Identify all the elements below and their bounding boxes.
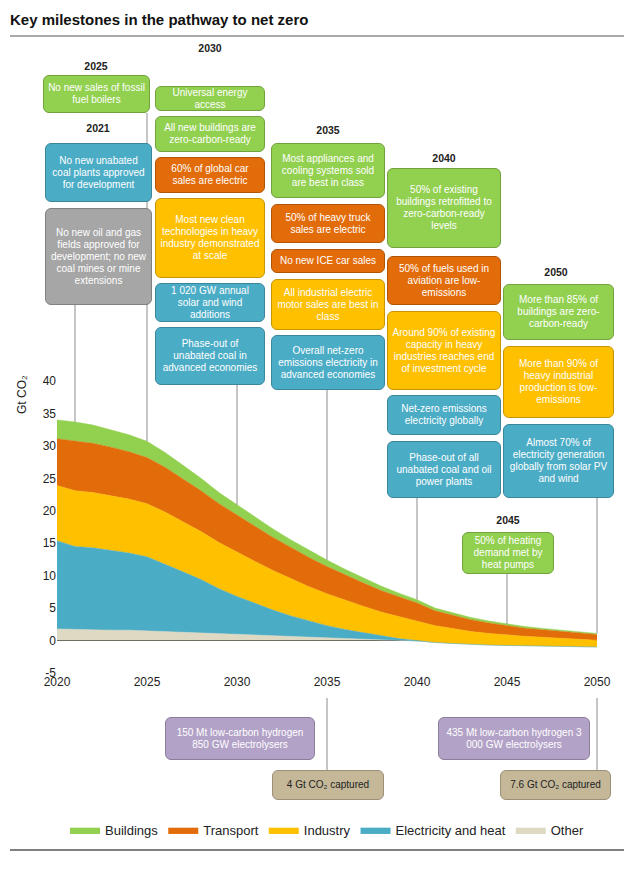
html-text:435 Mt low-carbon hydrogen 3 0: 435 Mt low-carbon hydrogen 3 000 GW elec… <box>446 726 582 750</box>
svg-text:2030: 2030 <box>224 675 251 689</box>
html-text:2030: 2030 <box>198 42 222 54</box>
svg-text:2020: 2020 <box>44 675 71 689</box>
svg-text:2035: 2035 <box>314 675 341 689</box>
html-text:Around 90% of existing capacit: Around 90% of existing capacity in heavy… <box>392 326 496 374</box>
svg-text:2045: 2045 <box>494 675 521 689</box>
html-text:2035: 2035 <box>316 124 340 136</box>
svg-text:10: 10 <box>43 569 57 583</box>
svg-text:Electricity and heat: Electricity and heat <box>396 823 506 838</box>
svg-text:35: 35 <box>43 407 57 421</box>
html-text:No new oil and gas fields appr: No new oil and gas fields approved for d… <box>51 226 146 286</box>
html-text:Almost 70% of electricity gene: Almost 70% of electricity generation glo… <box>509 437 608 484</box>
html-text:2050: 2050 <box>544 266 568 278</box>
svg-text:Transport: Transport <box>203 823 259 838</box>
svg-text:20: 20 <box>43 504 57 518</box>
html-text:1 020 GW annual solar and wind: 1 020 GW annual solar and wind additions <box>171 284 249 320</box>
html-text:More than 90% of heavy industr: More than 90% of heavy industrial produc… <box>519 358 598 405</box>
svg-text:30: 30 <box>43 439 57 453</box>
html-text:Phase-out of all unabated coal: Phase-out of all unabated coal and oil p… <box>396 451 492 487</box>
html-text:4 Gt CO₂ captured: 4 Gt CO₂ captured <box>286 779 370 790</box>
svg-text:40: 40 <box>43 374 57 388</box>
html-text:2021: 2021 <box>86 122 110 134</box>
svg-text:Key milestones in the pathway: Key milestones in the pathway to net zer… <box>10 11 308 28</box>
html-text:Universal energy access: Universal energy access <box>172 86 248 110</box>
html-text:Overall net-zero emissions ele: Overall net-zero emissions electricity i… <box>278 344 378 380</box>
html-text:Most new clean technologies in: Most new clean technologies in heavy ind… <box>160 214 260 261</box>
html-text:2045: 2045 <box>496 514 520 526</box>
html-text:50% of heavy truck sales are e: 50% of heavy truck sales are electric <box>285 211 371 235</box>
svg-text:Gt CO₂: Gt CO₂ <box>15 375 29 414</box>
html-text:More than 85% of buildings are: More than 85% of buildings are zero-carb… <box>517 294 600 329</box>
svg-text:2025: 2025 <box>134 675 161 689</box>
html-text:150 Mt low-carbon hydrogen 850: 150 Mt low-carbon hydrogen 850 GW electr… <box>176 726 304 750</box>
svg-text:Industry: Industry <box>304 823 351 838</box>
html-text:Phase-out of unabated coal in: Phase-out of unabated coal in advanced e… <box>162 338 258 373</box>
svg-text:25: 25 <box>43 472 57 486</box>
svg-text:Buildings: Buildings <box>105 823 158 838</box>
svg-text:Other: Other <box>551 823 584 838</box>
svg-text:-5: -5 <box>45 666 56 680</box>
html-text:2025: 2025 <box>84 60 108 72</box>
html-text:All industrial electric motor: All industrial electric motor sales are … <box>277 286 379 322</box>
html-text:No new ICE car sales: No new ICE car sales <box>279 255 377 266</box>
svg-text:2050: 2050 <box>584 675 611 689</box>
html-text:Most appliances and cooling sy: Most appliances and cooling systems sold… <box>281 152 375 188</box>
html-text:50% of existing buildings retr: 50% of existing buildings retrofitted to… <box>396 184 492 231</box>
html-text:7.6 Gt CO₂ captured: 7.6 Gt CO₂ captured <box>510 779 601 790</box>
html-text:Net-zero emissions electricity: Net-zero emissions electricity globally <box>401 403 487 426</box>
html-text:50% of fuels used in aviation: 50% of fuels used in aviation are low-em… <box>399 262 489 298</box>
html-text:60% of global car sales are el: 60% of global car sales are electric <box>171 163 249 186</box>
html-text:No new sales of fossil fuel bo: No new sales of fossil fuel boilers <box>48 82 145 105</box>
html-text:All new buildings are zero-car: All new buildings are zero-carbon-ready <box>164 122 256 145</box>
html-text:No new unabated coal plants ap: No new unabated coal plants approved for… <box>52 154 145 190</box>
html-text:2040: 2040 <box>432 152 456 164</box>
svg-text:5: 5 <box>49 601 56 615</box>
svg-text:2040: 2040 <box>404 675 431 689</box>
svg-text:15: 15 <box>43 536 57 550</box>
svg-text:0: 0 <box>49 634 56 648</box>
html-text:50% of heating demand met by h: 50% of heating demand met by heat pumps <box>473 535 543 570</box>
